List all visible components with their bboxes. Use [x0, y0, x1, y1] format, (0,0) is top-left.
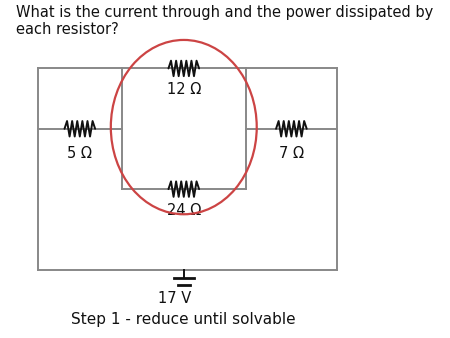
- Text: 7 Ω: 7 Ω: [279, 146, 304, 161]
- Text: 24 Ω: 24 Ω: [166, 202, 201, 218]
- Text: 17 V: 17 V: [158, 291, 192, 306]
- Text: 5 Ω: 5 Ω: [68, 146, 92, 161]
- Text: What is the current through and the power dissipated by
each resistor?: What is the current through and the powe…: [16, 5, 433, 37]
- Text: Step 1 - reduce until solvable: Step 1 - reduce until solvable: [72, 312, 296, 327]
- Text: 12 Ω: 12 Ω: [166, 82, 201, 97]
